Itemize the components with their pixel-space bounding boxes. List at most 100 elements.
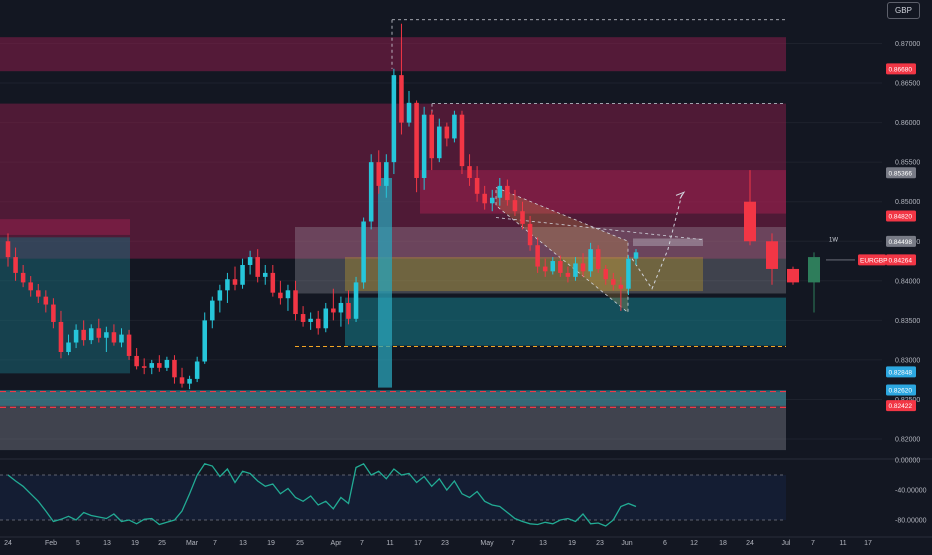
currency-badge[interactable]: GBP [887,2,920,19]
x-tick-label: Feb [45,540,57,547]
price-badge [886,384,916,396]
candle-body [308,318,313,322]
x-tick-label: 19 [267,540,275,547]
y-tick-label: 0.87000 [895,41,920,48]
candle-body [240,264,245,285]
candle-body [217,290,223,301]
candle-body [611,279,616,285]
candle-body [255,257,260,277]
candle-body [43,296,49,305]
impulse-bar [378,177,392,388]
descending-channel [495,186,629,314]
rsi-tick-label: 0.00000 [895,458,920,465]
candle-body [414,102,419,178]
candle-body [293,290,298,315]
interval-label: 1W [829,237,838,243]
x-tick-label: 19 [568,540,576,547]
candle-body [5,241,11,258]
candle-body [459,114,465,167]
price-badge [886,254,916,266]
candle-body [444,126,450,139]
candle-body [119,334,124,343]
candle-body [81,329,86,341]
x-tick-label: 17 [864,540,872,547]
x-tick-label: Jul [782,540,791,547]
price-badge [886,400,916,412]
x-tick-label: 17 [414,540,422,547]
candle-body [391,75,397,163]
candle-body [406,102,412,123]
price-badge-text: 0.82848 [889,369,913,376]
rsi-line [7,462,637,527]
candle-body [285,290,291,299]
candle-body [558,261,563,273]
projection-arrowhead [675,191,686,199]
candle-body [111,332,117,343]
candle-body [527,223,533,246]
rsi-tick-label: -40.00000 [895,488,927,495]
candle-body [633,252,639,259]
candle-body [497,185,503,198]
candle-body [194,361,200,379]
candle-body [13,257,18,273]
price-badge-text: 0.85366 [889,170,913,177]
candle-body [573,263,578,277]
candle-body [315,318,321,329]
grey-zone [295,227,786,294]
price-badge [886,235,916,247]
candle-body [73,329,79,343]
candle-body [474,177,480,194]
y-tick-label: 0.85500 [895,160,920,167]
candle-body [368,162,374,222]
candle-body [104,332,109,338]
left-red-zone [0,219,130,235]
y-tick-label: 0.84000 [895,278,920,285]
projection-path [631,193,683,290]
weekly-candle-body [787,268,799,283]
x-tick-label: 23 [441,540,449,547]
y-tick-label: 0.86000 [895,120,920,127]
candle-body [626,258,631,289]
weekly-candle-body [766,241,778,269]
candle-body [437,126,442,159]
y-tick-label: 0.83000 [895,357,920,364]
supply-zone-top [0,37,786,72]
supply-zone-inner [420,170,786,214]
candle-body [28,282,33,291]
x-tick-label: 5 [76,540,80,547]
candle-body [353,282,359,319]
candle-body [331,308,336,313]
x-tick-label: 25 [296,540,304,547]
candle-body [595,249,601,269]
symbol-badge-text: EURGBP [860,257,887,264]
candle-body [618,284,624,289]
candle-body [187,378,192,384]
candle-body [262,272,268,277]
x-tick-label: 23 [596,540,604,547]
candle-body [603,268,609,280]
x-tick-label: May [480,540,494,547]
x-tick-label: 18 [719,540,727,547]
price-badge-text: 0.82422 [889,403,913,410]
x-tick-label: 25 [158,540,166,547]
y-tick-label: 0.83500 [895,318,920,325]
symbol-badge [858,254,886,266]
candle-body [126,334,132,356]
price-badge-text: 0.84498 [889,239,913,246]
candle-body [512,200,518,212]
candle-body [505,185,510,201]
weekly-candle-body [744,201,756,242]
candle-body [421,114,427,178]
candle-body [399,75,404,123]
candle-body [338,302,344,313]
price-badge [886,210,916,222]
candle-body [202,320,207,362]
candle-body [452,114,457,139]
candle-body [157,363,162,368]
candle-body [278,292,283,299]
candle-body [58,321,64,353]
price-badge-text: 0.84820 [889,213,913,220]
price-badge-text: 0.84264 [889,257,913,264]
